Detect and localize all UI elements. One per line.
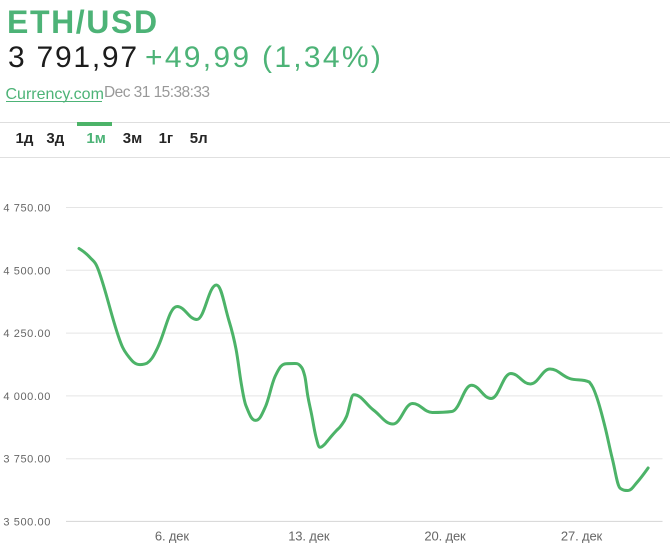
svg-text:3 750.00: 3 750.00 [3,454,51,466]
svg-text:4 750.00: 4 750.00 [3,203,51,215]
svg-text:27. дек: 27. дек [561,529,603,544]
svg-text:4 000.00: 4 000.00 [3,391,51,403]
svg-text:6. дек: 6. дек [155,529,190,544]
svg-text:13. дек: 13. дек [288,529,330,544]
svg-text:4 500.00: 4 500.00 [3,265,51,277]
svg-text:20. дек: 20. дек [424,529,466,544]
svg-text:3 500.00: 3 500.00 [3,516,51,528]
svg-text:4 250.00: 4 250.00 [3,328,51,340]
